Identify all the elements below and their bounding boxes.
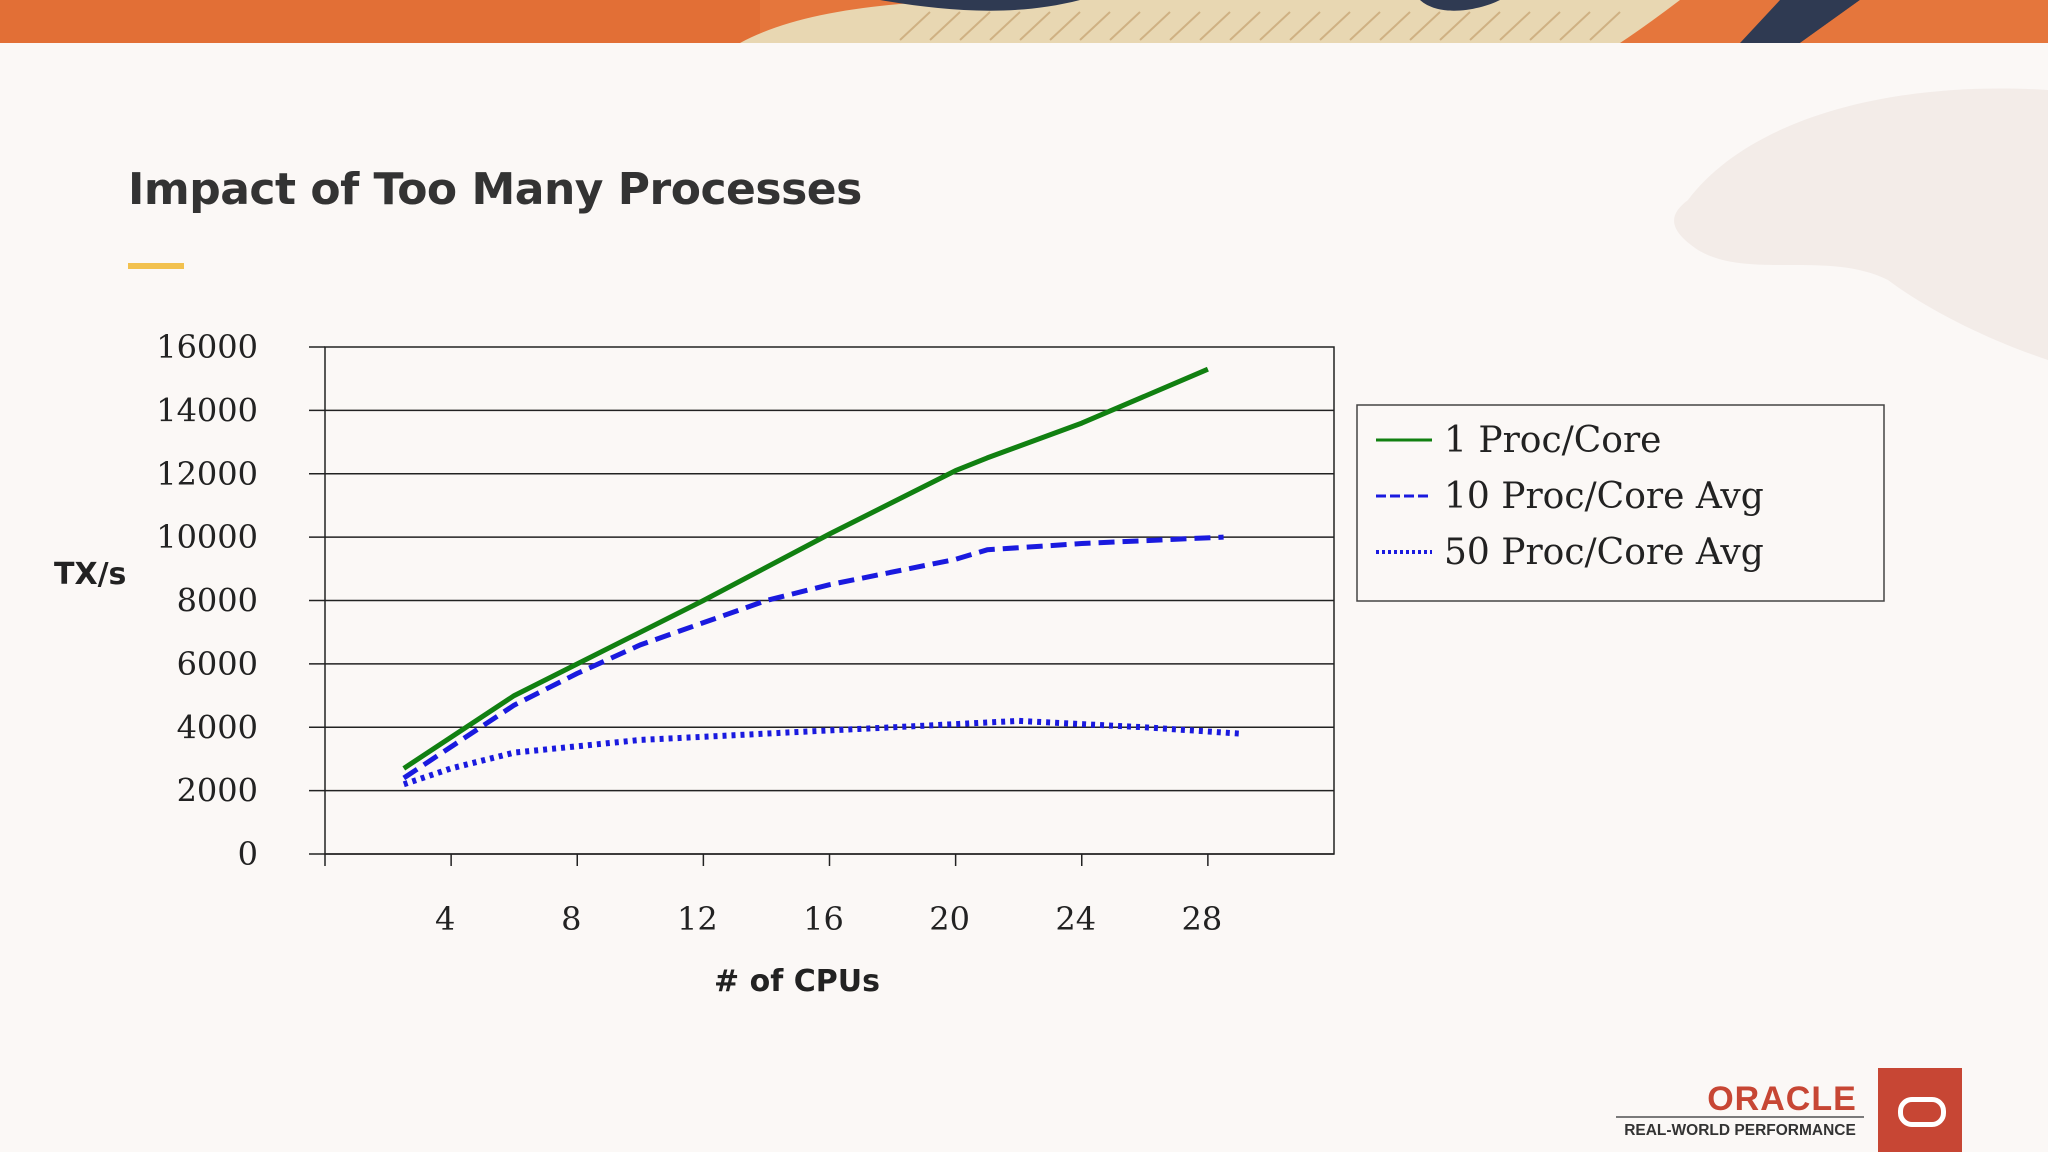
x-axis-title: # of CPUs: [714, 964, 880, 999]
x-tick-label: 16: [803, 900, 844, 938]
y-tick-label: 12000: [156, 455, 258, 493]
label-layer: 0 2000 4000 6000 8000 10000 12000 14000 16000 4 8 1…: [156, 328, 1222, 938]
y-tick-label: 2000: [177, 772, 258, 810]
slide-title: Impact of Too Many Processes: [128, 164, 862, 215]
logo-subtitle: REAL-WORLD PERFORMANCE: [1624, 1122, 1856, 1139]
legend: 1 Proc/Core 10 Proc/Core Avg 50 Proc/Core …: [1356, 404, 1885, 602]
oracle-ring-icon: [1898, 1097, 1946, 1127]
y-tick-label: 0: [238, 835, 258, 873]
legend-label: 1 Proc/Core: [1444, 420, 1661, 461]
oracle-o-icon: [1878, 1068, 1962, 1152]
x-tick-label: 8: [561, 900, 581, 938]
x-tick-label: 12: [677, 900, 718, 938]
x-tick-label: 20: [929, 900, 970, 938]
x-tick-label: 24: [1055, 900, 1096, 938]
oracle-logo: ORACLE REAL-WORLD PERFORMANCE: [1612, 1066, 1964, 1152]
logo-word: ORACLE: [1707, 1080, 1857, 1118]
decorative-banner: [0, 0, 2048, 43]
y-tick-label: 16000: [156, 328, 258, 366]
decorative-leaf-pattern: [1674, 88, 2048, 360]
y-axis-title: TX/s: [54, 557, 126, 592]
legend-label: 10 Proc/Core Avg: [1444, 476, 1764, 517]
series-line-2: [402, 534, 1224, 781]
x-tick-label: 28: [1182, 900, 1223, 938]
series-layer: [402, 366, 1240, 788]
series-line-3: [402, 717, 1240, 788]
y-tick-label: 4000: [177, 708, 258, 746]
tick-layer: [309, 346, 1334, 866]
logo-divider: [1616, 1116, 1864, 1118]
y-tick-label: 14000: [156, 391, 258, 429]
y-tick-label: 6000: [177, 645, 258, 683]
grid-layer: [324, 346, 1335, 855]
y-tick-label: 10000: [156, 518, 258, 556]
legend-label: 50 Proc/Core Avg: [1444, 532, 1764, 573]
x-tick-label: 4: [435, 900, 455, 938]
title-accent-bar: [128, 263, 184, 269]
legend-box: [1356, 404, 1885, 602]
series-line-1: [402, 366, 1209, 771]
y-tick-label: 8000: [177, 582, 258, 620]
